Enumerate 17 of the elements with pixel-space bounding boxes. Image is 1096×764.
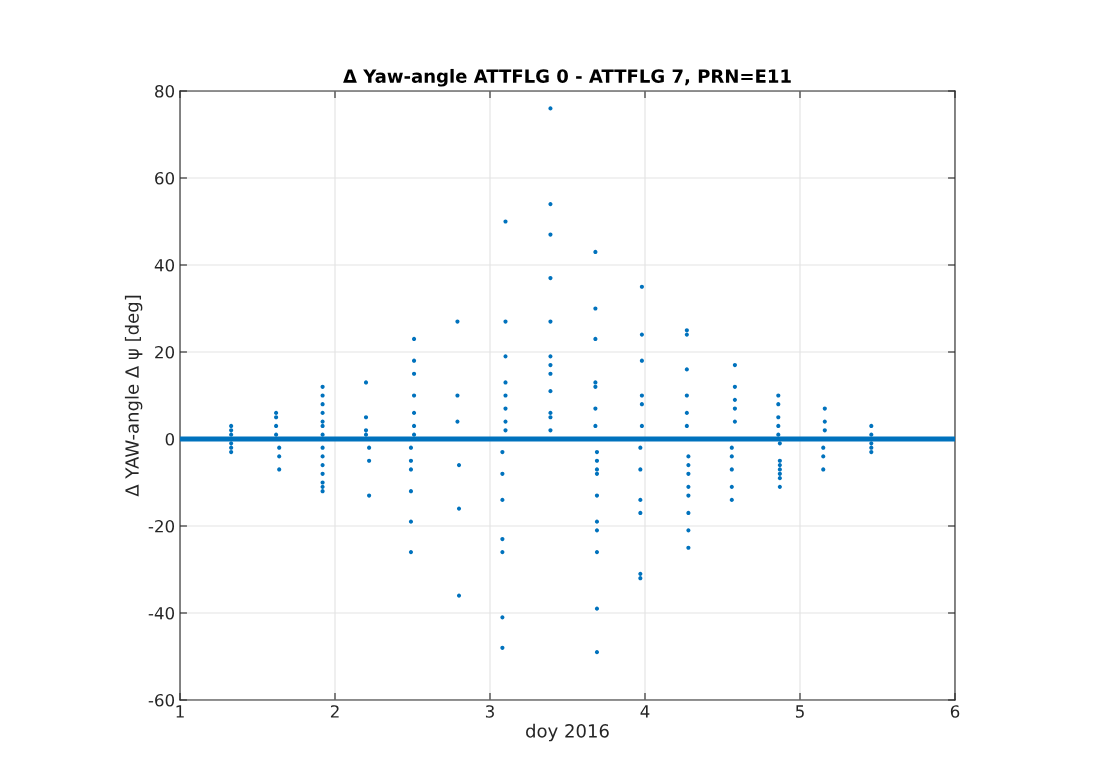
y-tick-label: 40 bbox=[154, 258, 175, 272]
y-tick-label: 0 bbox=[165, 432, 175, 446]
y-tick-label: -60 bbox=[148, 693, 175, 707]
y-tick-label: -20 bbox=[148, 519, 175, 533]
x-axis-title: doy 2016 bbox=[526, 723, 609, 742]
x-tick-label: 1 bbox=[176, 705, 184, 718]
y-tick-label: 60 bbox=[155, 171, 175, 185]
x-tick-label: 5 bbox=[795, 705, 804, 718]
chart-title: Δ Yaw-angle ATTFLG 0 - ATTFLG 7, PRN=E11 bbox=[343, 68, 791, 87]
y-axis-title: Δ YAW-angle Δ ψ [deg] bbox=[124, 295, 143, 497]
x-tick-label: 4 bbox=[640, 705, 650, 718]
x-tick-label: 2 bbox=[330, 705, 339, 718]
x-tick-label: 6 bbox=[950, 705, 960, 718]
y-tick-label: 20 bbox=[155, 345, 175, 359]
x-tick-label: 3 bbox=[485, 705, 494, 718]
y-tick-label: -40 bbox=[148, 606, 175, 620]
y-tick-label: 80 bbox=[155, 84, 175, 98]
